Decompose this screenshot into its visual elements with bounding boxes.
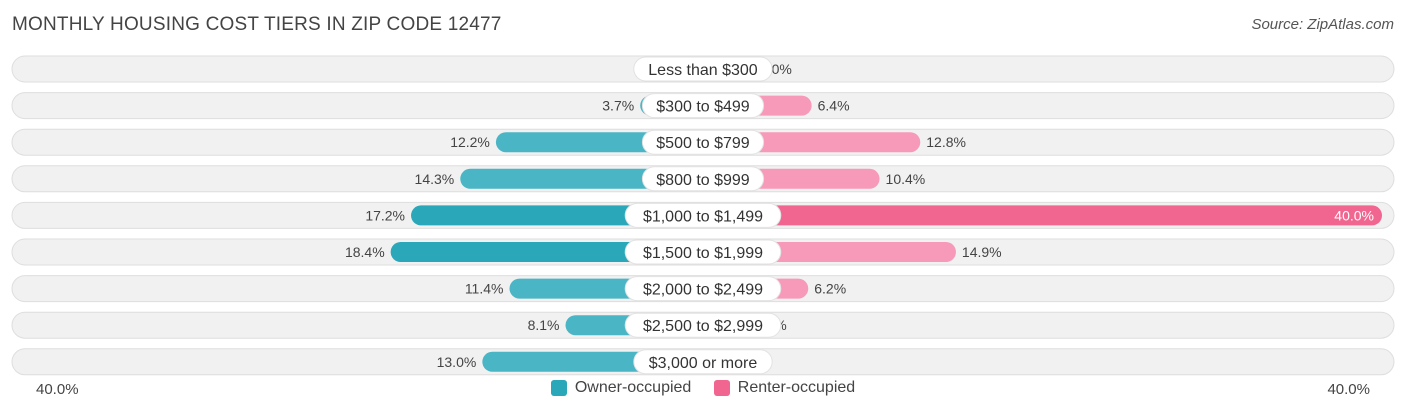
category-pill: [624, 202, 782, 228]
category-label: $2,000 to $2,499: [643, 282, 763, 299]
category-pill: [641, 166, 765, 192]
owner-bar: [460, 168, 703, 189]
renter-value-label: 12.8%: [926, 134, 966, 150]
owner-value-label: 12.2%: [450, 134, 490, 150]
legend-label-renter: Renter-occupied: [737, 379, 856, 396]
owner-value-label: 17.2%: [365, 207, 405, 223]
category-label: Less than $300: [648, 62, 758, 79]
category-label: $1,000 to $1,499: [643, 208, 763, 225]
category-pill: [624, 239, 782, 265]
category-label: $500 to $799: [656, 135, 750, 152]
owner-value-label: 8.1%: [528, 317, 560, 333]
legend-item-renter: Renter-occupied: [713, 379, 856, 397]
category-label: $3,000 or more: [649, 355, 758, 372]
category-label: $1,500 to $1,999: [643, 245, 763, 262]
category-pill: [624, 312, 782, 338]
chart-source: Source: ZipAtlas.com: [1251, 16, 1394, 33]
axis-right-label: 40.0%: [1327, 381, 1370, 398]
category-pill: [624, 276, 782, 302]
owner-value-label: 11.4%: [465, 281, 504, 297]
axis-left-label: 40.0%: [36, 381, 79, 398]
category-label: $2,500 to $2,999: [643, 318, 763, 335]
renter-value-label: 14.9%: [962, 244, 1002, 260]
owner-bar: [390, 242, 703, 262]
renter-value-label: 6.2%: [814, 281, 846, 297]
owner-value-label: 3.7%: [602, 98, 634, 114]
legend-swatch-owner: [550, 380, 567, 396]
legend-label-owner: Owner-occupied: [574, 379, 692, 396]
renter-value-label: 40.0%: [1334, 207, 1374, 223]
legend-swatch-renter: [713, 380, 730, 396]
legend-item-owner: Owner-occupied: [550, 379, 692, 397]
category-pill: [633, 56, 773, 82]
chart-title: MONTHLY HOUSING COST TIERS IN ZIP CODE 1…: [12, 14, 502, 35]
category-label: $300 to $499: [656, 99, 750, 116]
owner-value-label: 13.0%: [437, 354, 477, 370]
category-pill: [641, 93, 765, 119]
renter-value-label: 10.4%: [886, 171, 926, 187]
category-pill: [633, 349, 773, 375]
category-label: $800 to $999: [656, 172, 750, 189]
category-pill: [641, 129, 765, 155]
owner-value-label: 18.4%: [345, 244, 385, 260]
owner-value-label: 14.3%: [415, 171, 455, 187]
renter-value-label: 6.4%: [818, 98, 850, 114]
legend: Owner-occupied Renter-occupied: [0, 379, 1406, 401]
renter-bar: [703, 205, 1382, 226]
